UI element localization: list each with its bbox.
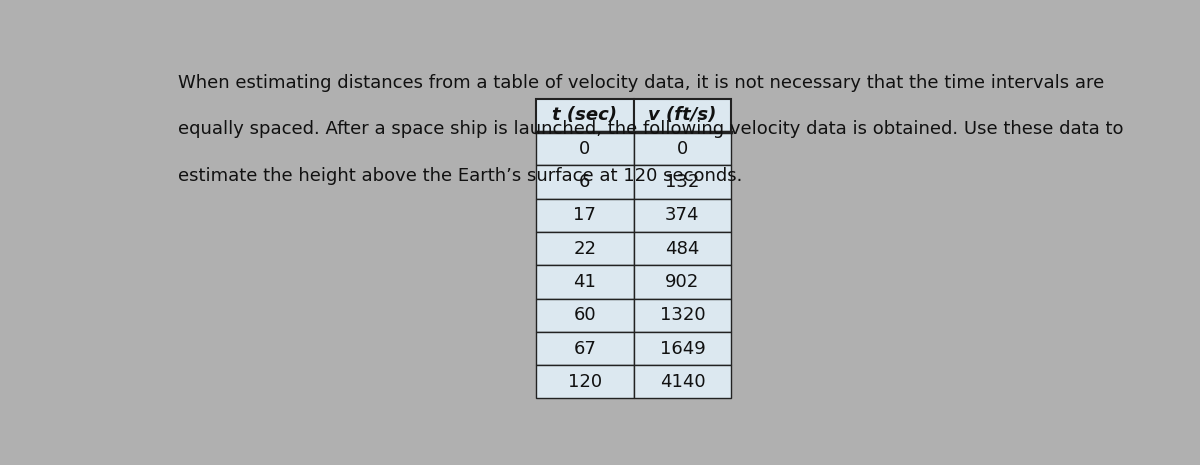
Text: 22: 22: [574, 239, 596, 258]
Text: 132: 132: [665, 173, 700, 191]
Text: 60: 60: [574, 306, 596, 324]
Text: 67: 67: [574, 339, 596, 358]
Bar: [536, 99, 634, 132]
Bar: [634, 299, 731, 332]
Text: 4140: 4140: [660, 373, 706, 391]
Bar: [536, 166, 634, 199]
Text: estimate the height above the Earth’s surface at 120 seconds.: estimate the height above the Earth’s su…: [178, 167, 743, 185]
Bar: [634, 332, 731, 365]
Bar: [536, 132, 634, 166]
Bar: [634, 132, 731, 166]
Text: 6: 6: [580, 173, 590, 191]
Bar: [536, 332, 634, 365]
Text: v (ft/s): v (ft/s): [648, 106, 716, 125]
Bar: [536, 299, 634, 332]
Text: 41: 41: [574, 273, 596, 291]
Text: When estimating distances from a table of velocity data, it is not necessary tha: When estimating distances from a table o…: [178, 74, 1104, 92]
Text: 1649: 1649: [660, 339, 706, 358]
Text: 0: 0: [580, 140, 590, 158]
Text: 0: 0: [677, 140, 688, 158]
Text: 374: 374: [665, 206, 700, 224]
Bar: [536, 199, 634, 232]
Bar: [634, 232, 731, 265]
Text: 484: 484: [665, 239, 700, 258]
Bar: [634, 265, 731, 299]
Text: 120: 120: [568, 373, 602, 391]
Bar: [536, 365, 634, 399]
Bar: [536, 232, 634, 265]
Bar: [634, 199, 731, 232]
Bar: [634, 365, 731, 399]
Bar: [536, 265, 634, 299]
Text: 1320: 1320: [660, 306, 706, 324]
Text: 902: 902: [665, 273, 700, 291]
Text: t (sec): t (sec): [552, 106, 617, 125]
Bar: [634, 99, 731, 132]
Bar: [634, 166, 731, 199]
Text: 17: 17: [574, 206, 596, 224]
Text: equally spaced. After a space ship is launched, the following velocity data is o: equally spaced. After a space ship is la…: [178, 120, 1123, 138]
